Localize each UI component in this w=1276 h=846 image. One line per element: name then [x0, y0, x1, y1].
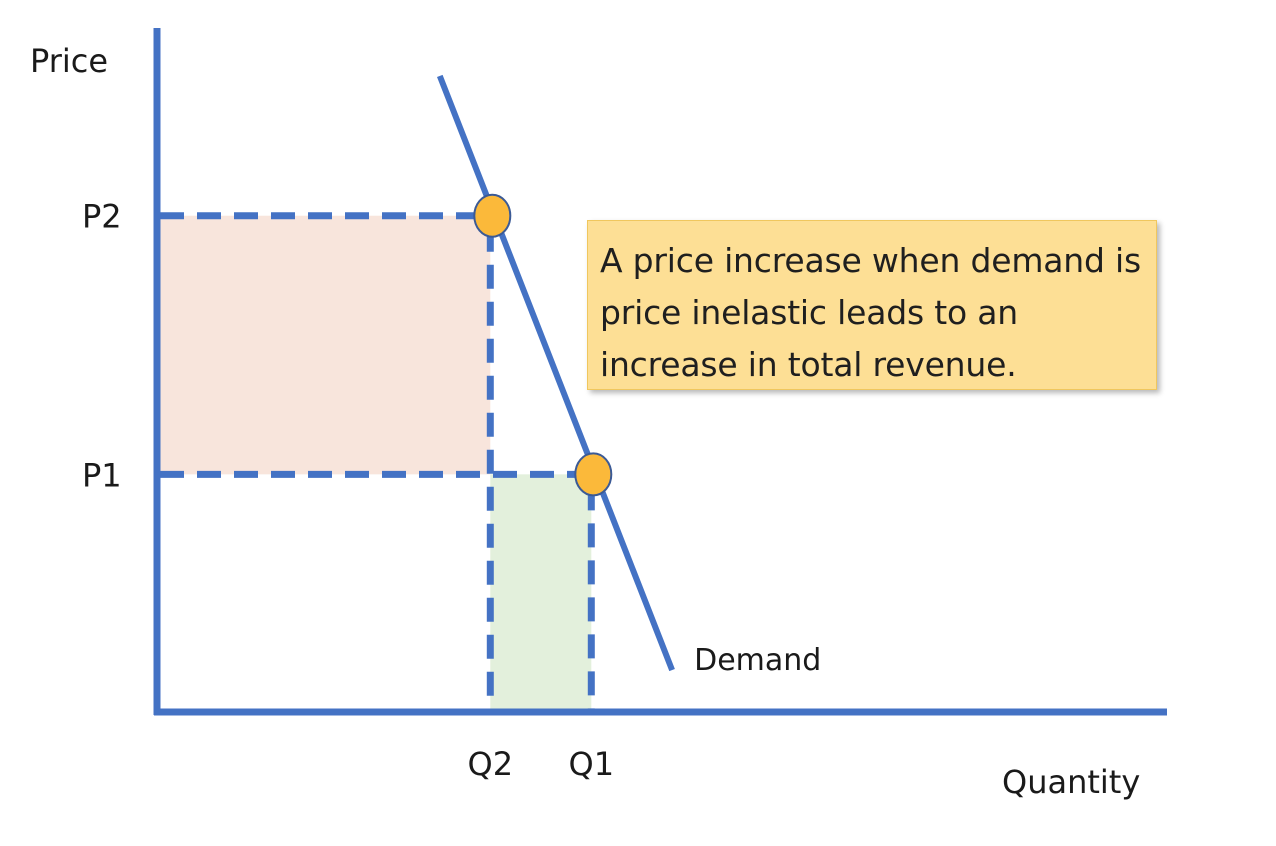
annotation-text: A price increase when demand is price in… [600, 241, 1142, 384]
y-tick-label-p2: P2 [82, 198, 122, 236]
revenue-region-1 [157, 215, 491, 475]
equilibrium-point-2 [574, 452, 613, 497]
y-tick-label-p1: P1 [82, 456, 122, 494]
axes [153, 28, 1167, 716]
demand-label: Demand [694, 643, 821, 678]
demand-line [437, 74, 675, 672]
x-tick-label-q2: Q2 [468, 745, 514, 783]
axis-labels: Price Quantity Demand P2 P1 Q2 Q1 [30, 42, 1140, 801]
x-axis-label: Quantity [1002, 763, 1140, 801]
x-tick-label-q1: Q1 [569, 745, 615, 783]
equilibrium-point-1 [473, 193, 512, 238]
annotation-callout: A price increase when demand is price in… [587, 220, 1157, 390]
demand-series [437, 74, 675, 672]
dashed-guides [160, 212, 595, 712]
y-axis-label: Price [30, 42, 108, 80]
revenue-region-2 [490, 474, 592, 712]
revenue-areas [157, 215, 592, 712]
equilibrium-points [473, 193, 613, 497]
